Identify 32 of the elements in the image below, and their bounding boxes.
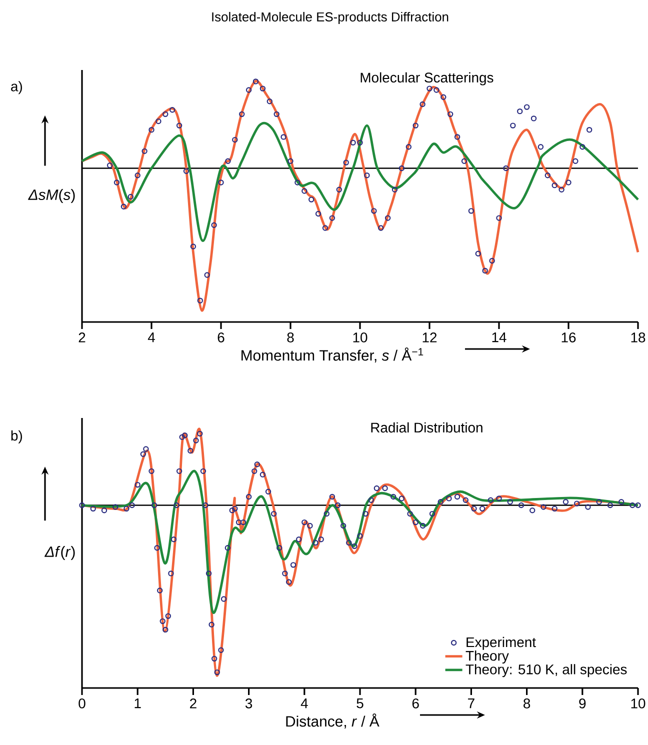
x-tick-label: 6	[412, 698, 419, 708]
annotation: Radial Distribution	[371, 422, 482, 433]
annotation: Molecular Scatterings	[360, 72, 494, 86]
x-tick-label: 10	[631, 698, 646, 708]
x-tick-label: 8	[287, 332, 294, 342]
x-tick-label: 6	[218, 332, 224, 342]
x-tick-label: 10	[353, 332, 368, 342]
x-tick-label: 1	[134, 698, 141, 708]
x-axis-title: Momentum Transfer, s / Å$^{−1}$	[242, 348, 424, 362]
x-tick-label: 3	[245, 698, 252, 708]
legend-label: Experiment	[466, 636, 536, 650]
x-tick-label: 0	[78, 698, 86, 708]
x-tick-label: 18	[631, 332, 646, 342]
x-tick-label: 4	[148, 332, 155, 342]
y-axis-title: ΔsM(s)	[28, 189, 75, 203]
legend-label: Theory	[466, 650, 509, 664]
x-tick-label: 8	[524, 698, 530, 708]
x-tick-label: 2	[78, 332, 86, 342]
x-tick-label: 4	[300, 698, 308, 708]
x-axis-title: Distance, r / Å	[286, 714, 380, 728]
x-tick-label: 16	[562, 332, 576, 342]
text: b)	[11, 430, 22, 444]
text: a)	[11, 81, 22, 94]
x-tick-label: 14	[492, 332, 506, 342]
chart-title: Isolated-Molecule ES-products Diffraction	[212, 12, 448, 24]
x-tick-label: 2	[190, 698, 196, 708]
x-tick-label: 12	[422, 332, 437, 342]
x-tick-label: 9	[579, 698, 586, 708]
legend-label: Theory: 510 K, all species	[466, 664, 627, 678]
x-tick-label: 7	[468, 698, 474, 708]
x-tick-label: 5	[356, 698, 364, 708]
y-axis-title: Δf(r)	[44, 546, 75, 560]
